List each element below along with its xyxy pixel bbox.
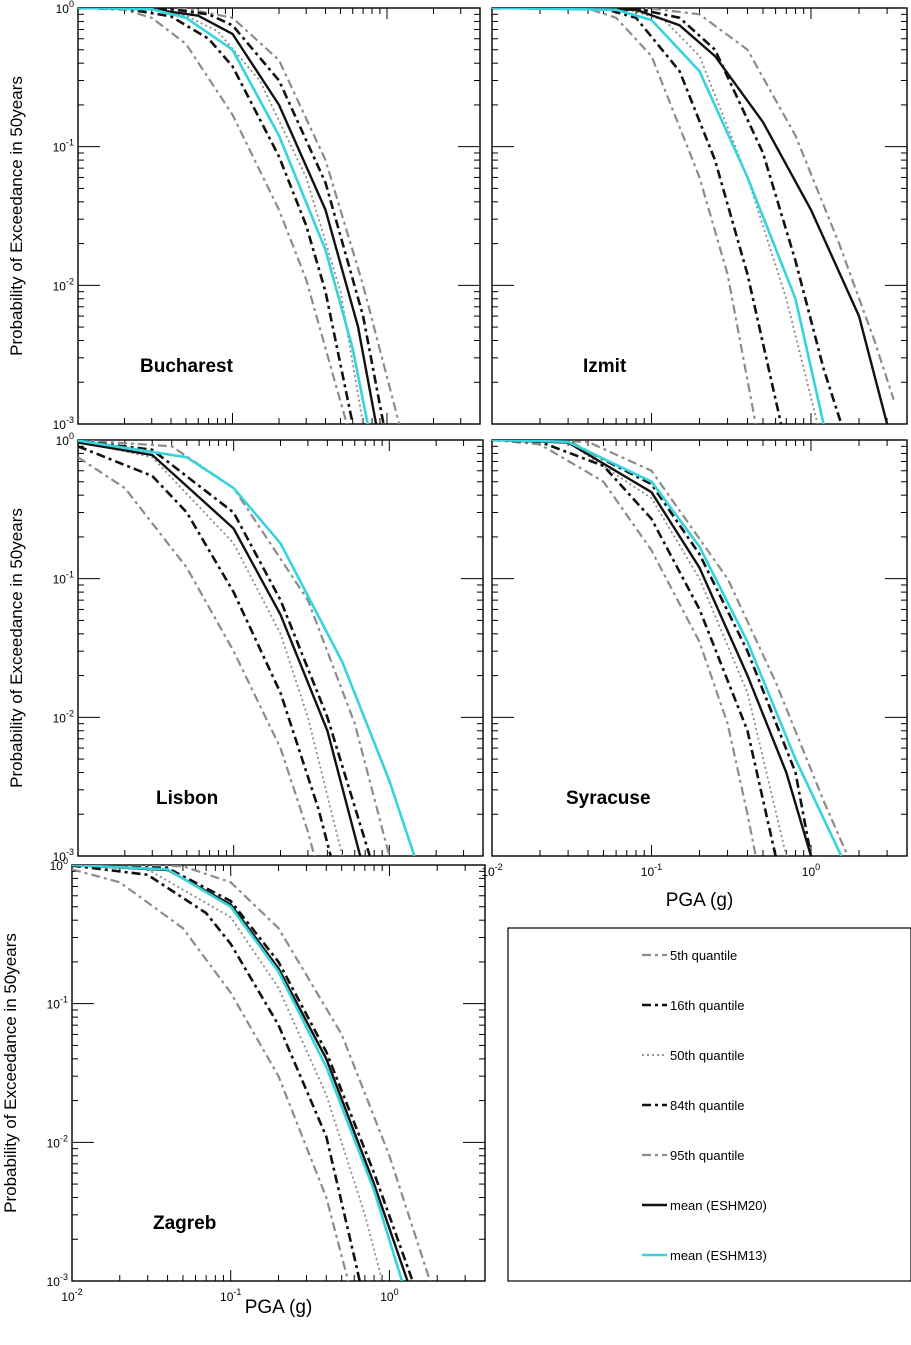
series-mean-eshm20-line: [72, 865, 409, 1281]
site-label: Syracuse: [566, 788, 651, 809]
y-axis-title: Probability of Exceedance in 50years: [7, 76, 26, 356]
x-tick-label: 100: [802, 862, 820, 879]
series-16th-quantile-line: [78, 8, 354, 424]
y-tick-label: 10-3: [47, 1272, 68, 1289]
series-mean-eshm20-line: [78, 441, 362, 856]
y-tick-label: 10-2: [53, 708, 74, 725]
y-tick-label: 10-3: [53, 847, 74, 864]
site-label: Lisbon: [156, 788, 218, 809]
panel-bucharest: 100 10-1 10-2 10-3 Bucharest Probability of E…: [7, 0, 481, 432]
series-16th-quantile-line: [78, 445, 332, 856]
site-label: Bucharest: [140, 356, 234, 377]
x-tick-label: 10-1: [641, 862, 662, 879]
curves: [78, 8, 401, 424]
legend-label-16th-quantile: 16th quantile: [670, 998, 744, 1013]
series-mean-eshm13-line: [78, 440, 416, 856]
series-50th-quantile-line: [78, 440, 344, 856]
series-50th-quantile-line: [492, 8, 819, 424]
y-tick-label: 100: [56, 0, 74, 16]
legend-label-95th-quantile: 95th quantile: [670, 1148, 744, 1163]
axis-ticks: [77, 7, 481, 425]
series-95th-quantile-line: [78, 440, 391, 856]
legend-frame: [507, 927, 911, 1282]
panel-izmit: Izmit: [491, 7, 908, 425]
series-50th-quantile-line: [72, 865, 384, 1281]
legend-label-5th-quantile: 5th quantile: [670, 948, 737, 963]
y-tick-label: 10-2: [53, 276, 74, 293]
legend-label-50th-quantile: 50th quantile: [670, 1048, 744, 1063]
series-84th-quantile-line: [78, 8, 385, 424]
series-95th-quantile-line: [72, 865, 432, 1281]
y-tick-label: 10-2: [47, 1133, 68, 1150]
series-84th-quantile-line: [492, 8, 843, 424]
x-axis-title: PGA (g): [666, 890, 734, 911]
plot-frame: [491, 439, 908, 857]
y-axis-title: Probability of Exceedance in 50years: [1, 933, 20, 1213]
axis-ticks: [491, 439, 908, 857]
series-95th-quantile-line: [492, 440, 849, 856]
x-tick-label: 100: [380, 1287, 398, 1304]
series-5th-quantile-line: [78, 8, 348, 424]
site-label: Zagreb: [153, 1213, 216, 1234]
series-95th-quantile-line: [78, 8, 401, 424]
series-84th-quantile-line: [72, 865, 414, 1281]
y-tick-label: 10-1: [53, 138, 74, 155]
legend-label-mean-eshm20: mean (ESHM20): [670, 1198, 767, 1213]
series-5th-quantile-line: [492, 440, 757, 856]
series-mean-eshm20-line: [492, 8, 889, 424]
y-tick-label: 10-3: [53, 415, 74, 432]
panel-lisbon: 100 10-1 10-2 10-3 Lisbon Probability of Exce…: [7, 431, 484, 864]
series-84th-quantile-line: [492, 440, 813, 856]
y-tick-label: 100: [56, 431, 74, 448]
curves: [492, 440, 849, 856]
curves: [492, 8, 895, 424]
series-5th-quantile-line: [72, 868, 350, 1281]
curves: [72, 865, 432, 1281]
series-mean-eshm20-line: [492, 440, 813, 856]
axis-ticks: [71, 864, 486, 1282]
x-tick-label: 10-1: [220, 1287, 241, 1304]
series-84th-quantile-line: [78, 440, 372, 856]
y-axis-title: Probability of Exceedance in 50years: [7, 508, 26, 788]
legend-label-84th-quantile: 84th quantile: [670, 1098, 744, 1113]
plot-frame: [77, 7, 481, 425]
series-mean-eshm13-line: [492, 8, 825, 424]
series-95th-quantile-line: [492, 8, 895, 400]
series-5th-quantile-line: [78, 456, 316, 856]
x-axis-title: PGA (g): [245, 1297, 313, 1318]
plot-frame: [77, 439, 484, 857]
y-tick-label: 100: [50, 856, 68, 873]
axis-ticks: [77, 439, 484, 857]
series-mean-eshm13-line: [78, 8, 369, 424]
x-tick-label: 10-2: [61, 1287, 82, 1304]
site-label: Izmit: [583, 356, 627, 377]
curves: [78, 440, 416, 856]
y-tick-label: 10-1: [47, 995, 68, 1012]
series-50th-quantile-line: [78, 8, 364, 424]
legend: 5th quantile 16th quantile 50th quantile 84…: [507, 927, 911, 1282]
series-mean-eshm13-line: [72, 865, 404, 1281]
series-16th-quantile-line: [492, 8, 783, 424]
series-50th-quantile-line: [492, 440, 788, 856]
y-tick-label: 10-1: [53, 570, 74, 587]
series-16th-quantile-line: [72, 865, 361, 1281]
series-mean-eshm13-line: [492, 440, 843, 856]
legend-label-mean-eshm13: mean (ESHM13): [670, 1248, 767, 1263]
